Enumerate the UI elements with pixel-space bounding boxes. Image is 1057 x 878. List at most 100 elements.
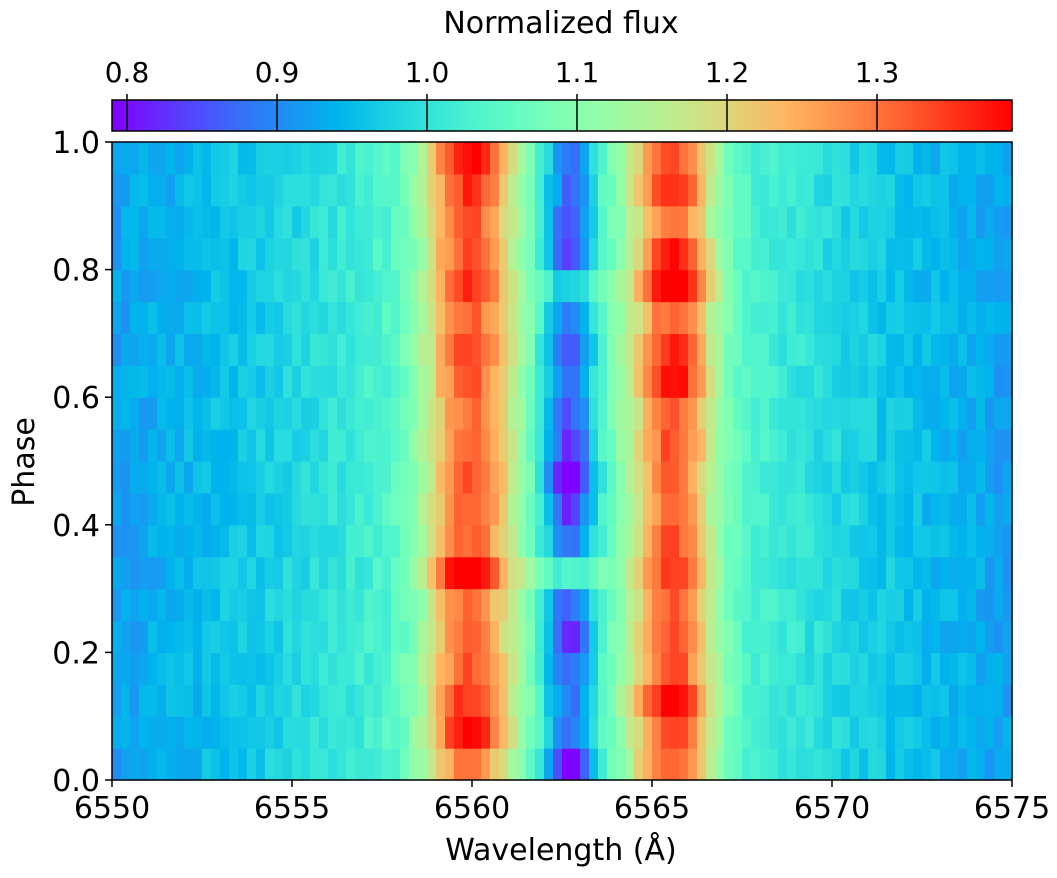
heatmap-cell [184, 588, 194, 622]
heatmap-cell [193, 524, 203, 558]
heatmap-cell [832, 588, 842, 622]
heatmap-cell [715, 173, 725, 207]
heatmap-cell [904, 301, 914, 334]
heatmap-cell [337, 620, 347, 653]
heatmap-cell [940, 492, 950, 526]
heatmap-cell [688, 716, 698, 749]
heatmap-cell [319, 524, 329, 558]
heatmap-cell [688, 173, 698, 207]
heatmap-cell [805, 748, 815, 781]
heatmap-cell [418, 461, 428, 494]
heatmap-cell [328, 237, 338, 271]
heatmap-cell [787, 333, 797, 366]
heatmap-cell [229, 556, 239, 590]
heatmap-cell [463, 652, 473, 685]
heatmap-cell [427, 365, 437, 398]
heatmap-cell [751, 556, 761, 590]
heatmap-cell [544, 588, 554, 622]
heatmap-cell [886, 397, 896, 430]
heatmap-cell [373, 461, 383, 494]
heatmap-cell [121, 652, 131, 685]
heatmap-cell [328, 492, 338, 526]
heatmap-cell [1003, 588, 1013, 622]
heatmap-cell [517, 652, 527, 685]
heatmap-cell [643, 142, 653, 175]
heatmap-cell [283, 461, 293, 494]
heatmap-cell [688, 652, 698, 685]
heatmap-cell [823, 269, 833, 303]
heatmap-cell [670, 237, 680, 271]
heatmap-cell [526, 684, 536, 717]
heatmap-cell [796, 301, 806, 334]
heatmap-cell [310, 205, 320, 239]
heatmap-cell [301, 237, 311, 271]
heatmap-cell [787, 556, 797, 590]
heatmap-cell [616, 429, 626, 462]
heatmap-cell [769, 524, 779, 558]
heatmap-cell [238, 333, 248, 366]
heatmap-cell [715, 461, 725, 494]
x-tick-label: 6565 [614, 791, 690, 826]
heatmap-cell [589, 461, 599, 494]
heatmap-cell [157, 620, 167, 653]
heatmap-cell [832, 716, 842, 749]
heatmap-cell [283, 269, 293, 303]
heatmap-cell [697, 684, 707, 717]
heatmap-cell [652, 461, 662, 494]
heatmap-cell [895, 397, 905, 430]
heatmap-cell [409, 748, 419, 781]
heatmap-cell [562, 461, 572, 494]
heatmap-cell [796, 492, 806, 526]
heatmap-cell [400, 620, 410, 653]
heatmap-cell [112, 716, 122, 749]
heatmap-cell [562, 333, 572, 366]
heatmap-cell [976, 237, 986, 271]
heatmap-cell [193, 556, 203, 590]
heatmap-cell [148, 365, 158, 398]
heatmap-cell [985, 492, 995, 526]
heatmap-cell [913, 748, 923, 781]
heatmap-cell [886, 492, 896, 526]
heatmap-cell [706, 588, 716, 622]
heatmap-cell [373, 652, 383, 685]
heatmap-cell [589, 492, 599, 526]
heatmap-cell [562, 173, 572, 207]
heatmap-cell [580, 684, 590, 717]
heatmap-cell [940, 205, 950, 239]
heatmap-cell [535, 748, 545, 781]
heatmap-cell [139, 461, 149, 494]
heatmap-cell [337, 173, 347, 207]
heatmap-cell [562, 237, 572, 271]
heatmap-cell [616, 748, 626, 781]
heatmap-cell [166, 397, 176, 430]
y-axis-label: Phase [7, 417, 42, 507]
heatmap-cell [643, 556, 653, 590]
heatmap-cell [283, 237, 293, 271]
heatmap-cell [616, 556, 626, 590]
heatmap-cell [301, 556, 311, 590]
heatmap-cell [706, 237, 716, 271]
heatmap-cell [292, 620, 302, 653]
heatmap-cell [112, 620, 122, 653]
heatmap-cell [220, 556, 230, 590]
heatmap-cell [211, 716, 221, 749]
heatmap-cell [121, 173, 131, 207]
heatmap-cell [652, 684, 662, 717]
heatmap-cell [319, 620, 329, 653]
heatmap-cell [643, 333, 653, 366]
heatmap-cell [985, 716, 995, 749]
heatmap-cell [616, 142, 626, 175]
heatmap-cell [670, 716, 680, 749]
heatmap-cell [607, 748, 617, 781]
heatmap-cell [319, 397, 329, 430]
heatmap-cell [463, 365, 473, 398]
heatmap-cell [688, 588, 698, 622]
heatmap-cell [490, 556, 500, 590]
heatmap-cell [481, 269, 491, 303]
heatmap-cell [526, 461, 536, 494]
heatmap-cell [625, 365, 635, 398]
heatmap-cell [148, 301, 158, 334]
heatmap-cell [418, 269, 428, 303]
heatmap-cell [346, 237, 356, 271]
heatmap-cell [625, 588, 635, 622]
